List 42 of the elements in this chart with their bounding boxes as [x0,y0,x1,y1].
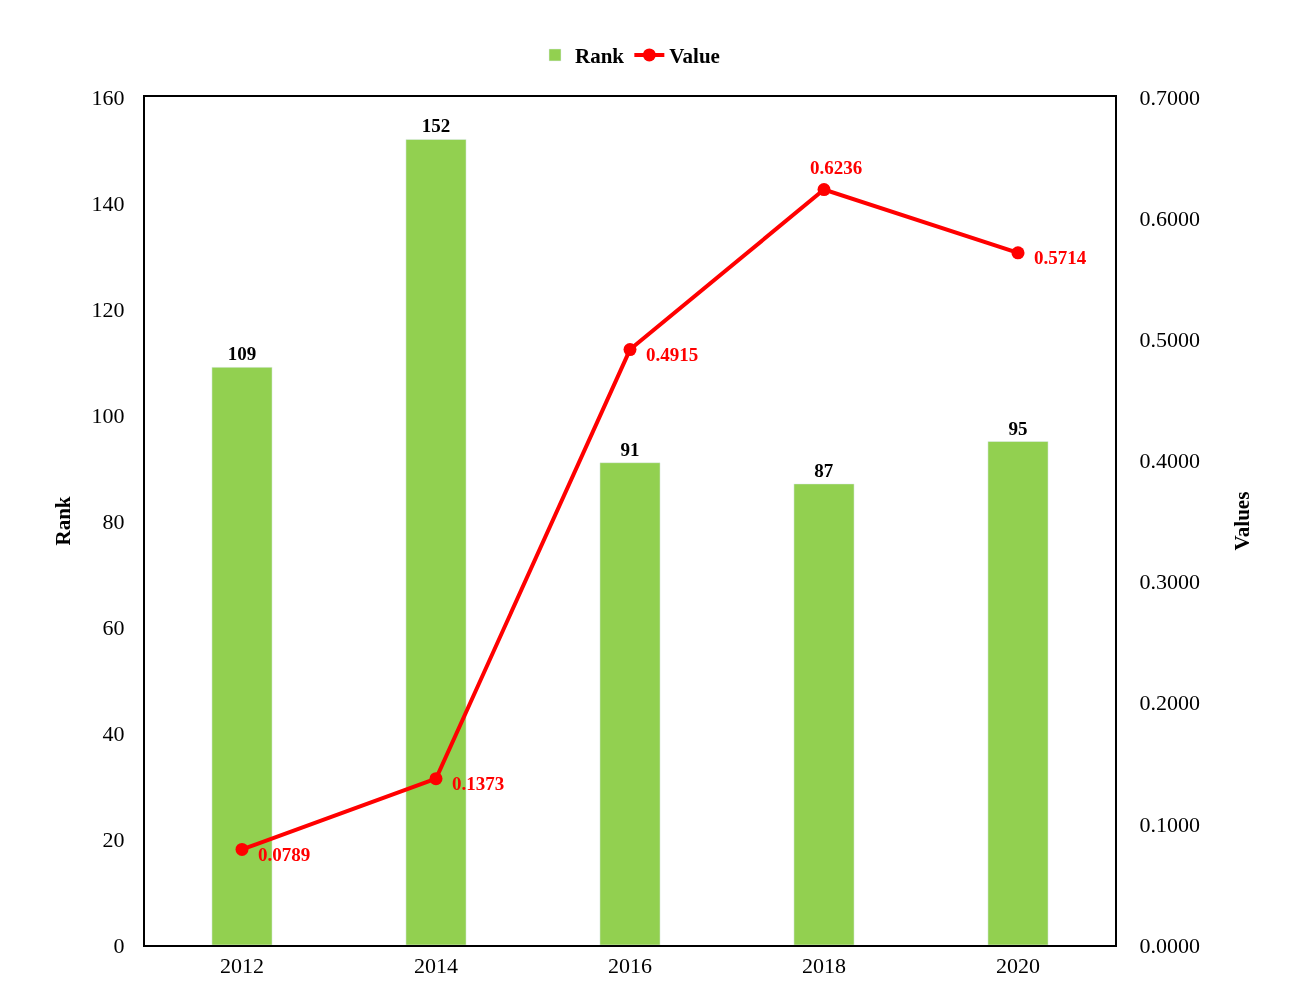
point [1011,246,1025,260]
y2-tick-label: 0.1000 [1139,811,1200,837]
y2-tick-label: 0.2000 [1139,690,1200,716]
x-tick-label: 2012 [220,953,264,979]
y-tick-label: 0 [113,932,125,958]
point [817,183,831,197]
y-tick-label: 160 [91,84,125,110]
legend-label: Value [669,44,720,69]
y2-tick-label: 0.0000 [1139,932,1200,958]
point [623,343,637,357]
bar [987,441,1049,945]
y2-tick-label: 0.6000 [1139,205,1200,231]
x-tick-label: 2020 [996,953,1040,979]
point [235,842,249,856]
data-label: 0.4915 [646,344,699,365]
legend-label: Rank [575,44,625,69]
y2-tick-label: 0.7000 [1139,84,1200,110]
bar [599,462,661,945]
y-tick-label: 80 [102,508,125,534]
y2-tick-label: 0.4000 [1139,448,1200,474]
y-tick-label: 120 [91,296,125,322]
y2-tick-label: 0.3000 [1139,569,1200,595]
x-tick-label: 2016 [608,953,652,979]
y-tick-label: 60 [102,614,125,640]
y-tick-label: 40 [102,720,125,746]
data-label: 0.5714 [1034,247,1087,268]
data-label: 0.6236 [810,157,863,178]
y-tick-label: 20 [102,826,125,852]
y-tick-label: 140 [91,190,125,216]
data-label: 152 [421,115,451,137]
data-label: 95 [1008,417,1028,439]
y2-tick-label: 0.5000 [1139,326,1200,352]
x-tick-label: 2018 [802,953,846,979]
point [429,772,443,786]
y-tick-label: 100 [91,402,125,428]
x-tick-label: 2014 [414,953,458,979]
data-label: 87 [814,459,834,481]
data-label: 91 [620,438,640,460]
y2-axis-title: Values [1229,491,1254,551]
bar [793,483,855,945]
y-axis-title: Rank [51,496,76,546]
data-label: 109 [227,343,257,365]
